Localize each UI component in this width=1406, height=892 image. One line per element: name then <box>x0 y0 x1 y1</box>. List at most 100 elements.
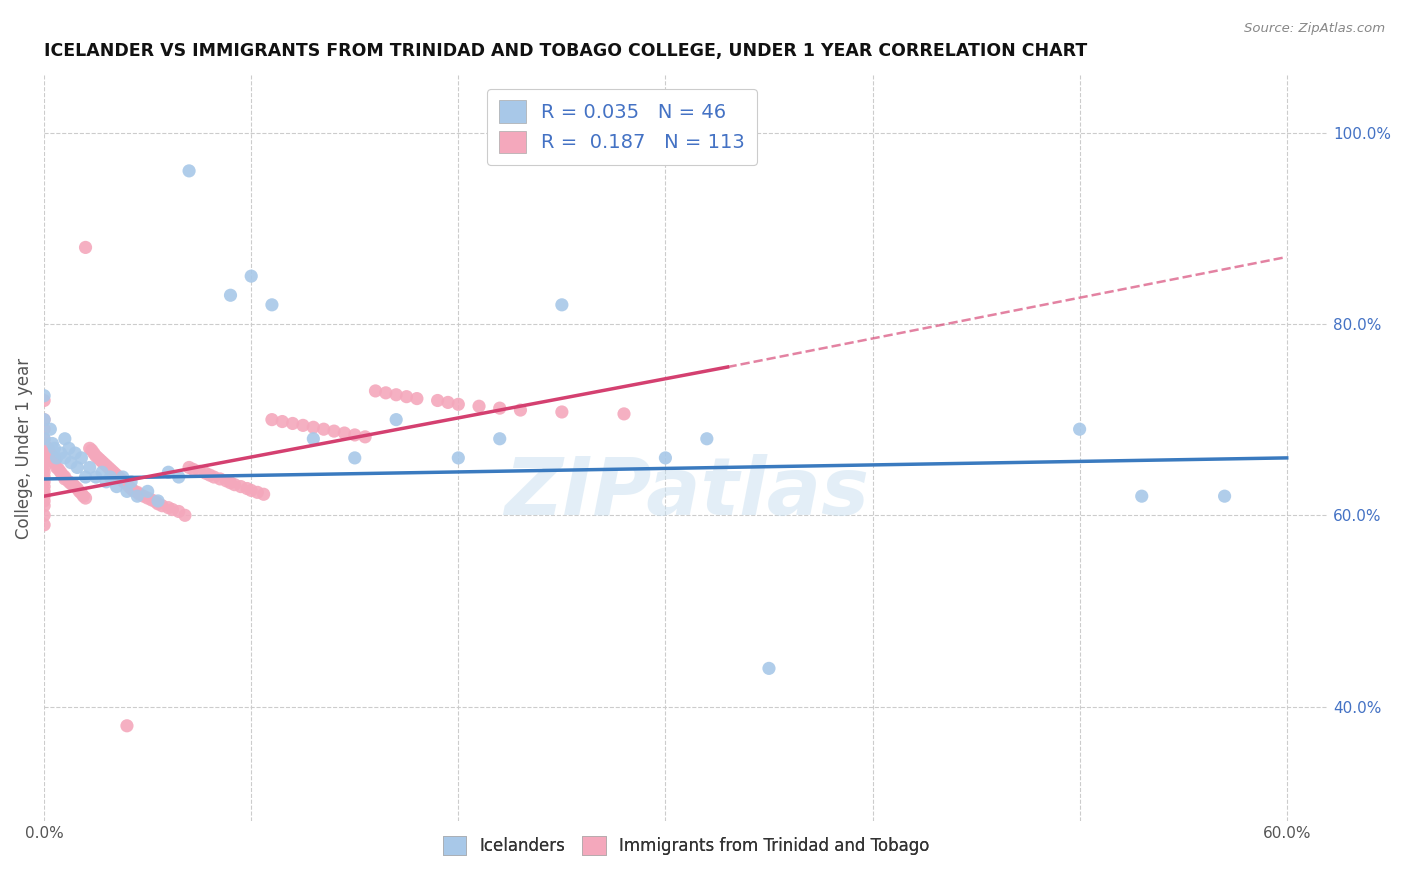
Point <box>96 458 118 473</box>
Point <box>39 422 62 436</box>
Point <box>32 470 55 484</box>
Point <box>93 457 115 471</box>
Point <box>167 470 190 484</box>
Point <box>32 432 55 446</box>
Point <box>32 499 55 513</box>
Point <box>122 483 145 498</box>
Point <box>63 480 86 494</box>
Point <box>66 460 89 475</box>
Point <box>41 450 63 465</box>
Legend: Icelanders, Immigrants from Trinidad and Tobago: Icelanders, Immigrants from Trinidad and… <box>436 829 936 862</box>
Point <box>87 450 110 465</box>
Point <box>291 418 314 433</box>
Point <box>246 485 269 500</box>
Point <box>79 442 101 456</box>
Point <box>385 388 408 402</box>
Point <box>91 465 114 479</box>
Point <box>32 393 55 408</box>
Point <box>32 460 55 475</box>
Point <box>177 164 200 178</box>
Point <box>120 482 142 496</box>
Point <box>219 475 242 490</box>
Point <box>215 474 238 488</box>
Text: ZIPatlas: ZIPatlas <box>503 454 869 533</box>
Point <box>45 460 67 475</box>
Point <box>114 475 136 490</box>
Point <box>53 450 76 465</box>
Point <box>103 467 125 481</box>
Point <box>107 470 129 484</box>
Point <box>654 450 676 465</box>
Point <box>1130 489 1153 503</box>
Point <box>66 482 89 496</box>
Point <box>32 475 55 489</box>
Point <box>58 442 80 456</box>
Point <box>97 460 120 475</box>
Point <box>136 484 159 499</box>
Point <box>146 497 169 511</box>
Y-axis label: College, Under 1 year: College, Under 1 year <box>15 358 32 539</box>
Point <box>128 487 150 501</box>
Point <box>96 475 118 489</box>
Point <box>63 446 86 460</box>
Point <box>132 489 155 503</box>
Point <box>157 500 180 515</box>
Point <box>253 487 276 501</box>
Point <box>101 464 124 478</box>
Point <box>302 420 325 434</box>
Point <box>120 475 142 489</box>
Point <box>696 432 718 446</box>
Point <box>52 468 75 483</box>
Point <box>70 450 93 465</box>
Text: ICELANDER VS IMMIGRANTS FROM TRINIDAD AND TOBAGO COLLEGE, UNDER 1 YEAR CORRELATI: ICELANDER VS IMMIGRANTS FROM TRINIDAD AN… <box>44 42 1087 60</box>
Point <box>488 432 510 446</box>
Point <box>150 499 173 513</box>
Point <box>32 465 55 479</box>
Point <box>447 397 470 411</box>
Point <box>127 485 149 500</box>
Point <box>111 474 134 488</box>
Point <box>53 470 76 484</box>
Point <box>224 477 246 491</box>
Point <box>118 480 141 494</box>
Point <box>115 484 138 499</box>
Point <box>127 489 149 503</box>
Point <box>32 436 55 450</box>
Point <box>468 399 491 413</box>
Point <box>551 298 574 312</box>
Point <box>32 389 55 403</box>
Point <box>111 470 134 484</box>
Point <box>281 417 304 431</box>
Point <box>37 442 59 456</box>
Point <box>67 484 90 499</box>
Point <box>364 384 387 398</box>
Point <box>323 424 346 438</box>
Point <box>44 442 66 456</box>
Point <box>613 407 636 421</box>
Point <box>84 449 107 463</box>
Point <box>181 462 204 476</box>
Point <box>75 491 97 505</box>
Point <box>45 450 67 465</box>
Point <box>32 456 55 470</box>
Point <box>229 480 252 494</box>
Point <box>62 477 84 491</box>
Point <box>53 432 76 446</box>
Point <box>551 405 574 419</box>
Point <box>758 661 780 675</box>
Point <box>271 415 294 429</box>
Point <box>141 493 163 508</box>
Point <box>32 450 55 465</box>
Point <box>44 450 66 465</box>
Point <box>32 489 55 503</box>
Point <box>198 468 221 483</box>
Point <box>32 484 55 499</box>
Point <box>115 719 138 733</box>
Point <box>354 430 377 444</box>
Point <box>333 425 356 440</box>
Point <box>395 390 418 404</box>
Point <box>209 472 232 486</box>
Point <box>39 446 62 460</box>
Point <box>75 470 97 484</box>
Point <box>80 443 103 458</box>
